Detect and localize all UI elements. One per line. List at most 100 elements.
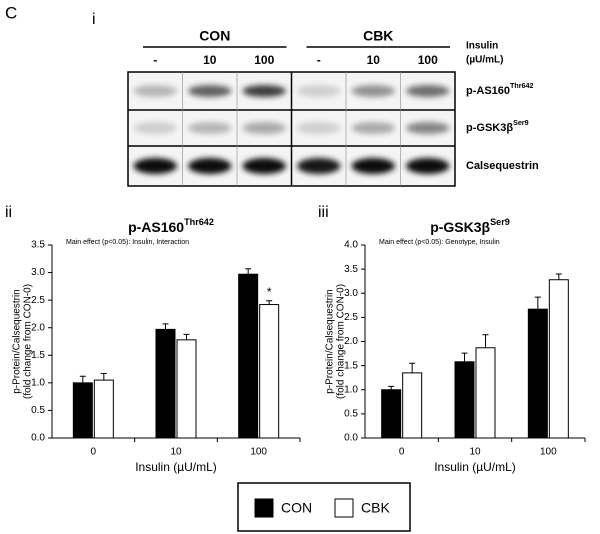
y-tick-label: 3.5 <box>344 264 358 275</box>
lane-header: (µU/mL) <box>466 55 503 66</box>
blot-band <box>187 85 232 97</box>
group-label: CBK <box>363 28 393 44</box>
lane-label: - <box>317 53 321 67</box>
blot-band <box>133 122 178 134</box>
bar <box>381 389 402 439</box>
y-tick-label: 0.5 <box>344 409 358 420</box>
error-bar <box>245 268 252 275</box>
bar <box>238 273 259 439</box>
y-tick-label: 1.5 <box>31 350 45 361</box>
x-axis-label: Insulin (µU/mL) <box>135 460 217 474</box>
lane-label: - <box>153 53 157 67</box>
blot-band <box>296 158 341 174</box>
error-bar <box>555 273 562 280</box>
error-bar <box>409 362 416 373</box>
panel-label: C <box>5 3 17 22</box>
error-bar <box>162 323 169 330</box>
y-tick-label: 2.5 <box>344 312 358 323</box>
error-bar <box>183 333 190 340</box>
label-sup: Ser9 <box>490 217 510 227</box>
panel-label: i <box>92 11 96 28</box>
bar <box>259 304 280 439</box>
y-tick-label: 4.0 <box>344 240 358 251</box>
label: Calsequestrin <box>466 160 539 172</box>
y-axis-label: (fold change from CON-0) <box>336 284 347 399</box>
error-bar <box>100 372 107 381</box>
blot-band <box>187 158 232 174</box>
label: p-GSK3βSer9 <box>430 217 510 234</box>
y-tick-label: 2.5 <box>31 295 45 306</box>
y-tick-label: 1.5 <box>344 360 358 371</box>
label: p-AS160Thr642 <box>128 217 214 234</box>
y-axis-label: p-Protein/Calsequestrin <box>325 289 336 394</box>
x-tick-label: 10 <box>469 447 481 458</box>
x-tick-label: 10 <box>170 447 182 458</box>
bar <box>155 328 176 439</box>
error-bar <box>79 375 86 383</box>
legend-swatch <box>334 498 354 518</box>
lane-label: 100 <box>254 53 274 67</box>
y-tick-label: 0.0 <box>344 433 358 444</box>
panel-label: ii <box>5 204 12 221</box>
error-bar <box>534 296 541 310</box>
error-bar <box>266 300 273 305</box>
lane-label: 100 <box>418 53 438 67</box>
label-base: p-AS160 <box>128 219 184 235</box>
label-sup: Thr642 <box>510 82 533 90</box>
panel-label: iii <box>318 204 329 221</box>
x-tick-label: 100 <box>250 447 267 458</box>
label: p-GSK3βSer9 <box>466 119 529 134</box>
lane-header: Insulin <box>466 41 498 52</box>
bar <box>475 347 496 439</box>
label-sup: Ser9 <box>513 119 529 127</box>
blot-band <box>242 122 287 134</box>
legend-label: CBK <box>361 500 390 516</box>
blot-band <box>242 85 287 97</box>
y-tick-label: 3.0 <box>344 288 358 299</box>
x-tick-label: 100 <box>540 447 557 458</box>
label-sup: Thr642 <box>184 217 214 227</box>
bar <box>72 382 93 439</box>
blot-band <box>296 122 341 134</box>
y-tick-label: 3.5 <box>31 240 45 251</box>
y-tick-label: 1.0 <box>344 384 358 395</box>
bar <box>548 279 569 439</box>
blot-band <box>187 122 232 134</box>
y-tick-label: 2.0 <box>31 322 45 333</box>
annotation: Main effect (p<0.05): Insulin, Interacti… <box>66 239 189 246</box>
blot-band <box>405 85 450 97</box>
blot-band <box>351 122 396 134</box>
label: p-AS160Thr642 <box>466 82 533 97</box>
label-base: p-GSK3β <box>466 122 513 134</box>
blot-band <box>351 85 396 97</box>
blot-band <box>242 158 287 174</box>
y-tick-label: 0.0 <box>31 433 45 444</box>
significance-mark: * <box>267 285 272 299</box>
bar <box>527 308 548 439</box>
blot-band <box>133 158 178 174</box>
y-tick-label: 3.0 <box>31 267 45 278</box>
blot-band <box>133 85 178 97</box>
blot-band <box>296 85 341 97</box>
label-base: Calsequestrin <box>466 160 539 172</box>
bar <box>93 379 114 439</box>
x-axis-label: Insulin (µU/mL) <box>434 460 516 474</box>
blot-band <box>351 158 396 174</box>
legend-swatch <box>254 498 274 518</box>
blot-band <box>405 158 450 174</box>
x-tick-label: 0 <box>399 447 405 458</box>
legend-label: CON <box>281 500 312 516</box>
lane-label: 10 <box>203 53 217 67</box>
lane-label: 10 <box>367 53 381 67</box>
label-base: p-GSK3β <box>430 219 490 235</box>
error-bar <box>388 385 395 390</box>
y-tick-label: 2.0 <box>344 336 358 347</box>
error-bar <box>482 334 489 348</box>
y-tick-label: 1.0 <box>31 377 45 388</box>
blot-band <box>405 122 450 134</box>
bar <box>176 339 197 439</box>
x-tick-label: 0 <box>91 447 97 458</box>
bar <box>454 361 475 439</box>
label-base: p-AS160 <box>466 85 510 97</box>
